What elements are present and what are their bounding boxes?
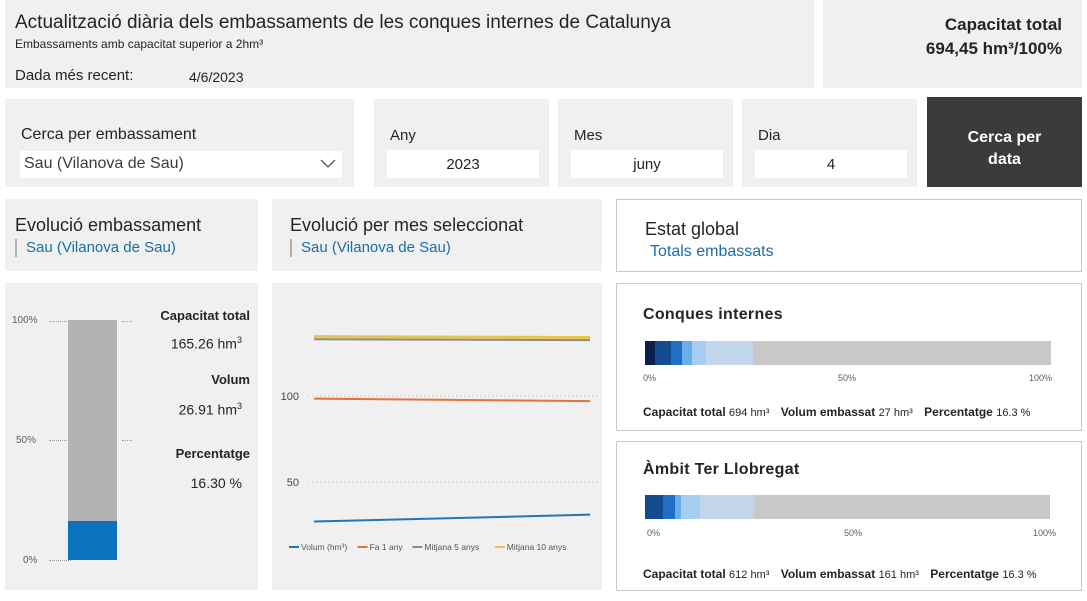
gauge-volume-value: 26.91 hm3 bbox=[178, 401, 242, 418]
page-title: Actualització diària dels embassaments d… bbox=[15, 12, 671, 33]
series-line-1[interactable] bbox=[313, 397, 591, 403]
monthly-evolution-subtitle: Sau (Vilanova de Sau) bbox=[290, 239, 451, 257]
monthly-evolution-title: Evolució per mes seleccionat bbox=[290, 215, 524, 235]
gauge-percentage-label: Percentatge bbox=[175, 446, 250, 461]
y-tick-label: 50 bbox=[287, 477, 299, 489]
gauge-gridline bbox=[122, 440, 132, 441]
reservoir-search-label: Cerca per embassament bbox=[21, 126, 197, 143]
stacked-bar bbox=[645, 495, 1050, 519]
axis-label-0: 0% bbox=[647, 528, 661, 538]
gauge-gridline bbox=[49, 440, 71, 441]
year-filter-panel: Any 2023 bbox=[374, 99, 549, 187]
legend-label[interactable]: Mitjana 5 anys bbox=[424, 542, 479, 552]
bar-segment[interactable] bbox=[645, 495, 664, 519]
bar-segment[interactable] bbox=[681, 341, 692, 365]
total-capacity-card: Capacitat total 694,45 hm³/100% bbox=[823, 0, 1082, 88]
bar-segment[interactable] bbox=[671, 341, 682, 365]
gauge-gridline bbox=[49, 560, 71, 561]
reservoir-dropdown-value: Sau (Vilanova de Sau) bbox=[24, 155, 184, 172]
bar-segment[interactable] bbox=[699, 495, 755, 519]
day-label: Dia bbox=[758, 127, 781, 144]
total-capacity-label: Capacitat total bbox=[944, 15, 1062, 34]
gauge-tick-0: 0% bbox=[23, 555, 38, 566]
year-input[interactable]: 2023 bbox=[387, 150, 539, 178]
gauge-gridline bbox=[122, 321, 132, 322]
series-line-3[interactable] bbox=[313, 335, 591, 340]
bar-segment[interactable] bbox=[681, 495, 700, 519]
gauge-tick-100: 100% bbox=[12, 315, 38, 326]
latest-date-label: Dada més recent: bbox=[15, 67, 134, 84]
gauge-percentage-value: 16.30 % bbox=[190, 475, 242, 491]
card-stats: Capacitat total 612 hm³ Volum embassat 1… bbox=[643, 567, 1037, 581]
bar-segment[interactable] bbox=[655, 341, 672, 365]
month-filter-panel: Mes juny bbox=[558, 99, 733, 187]
reservoir-evolution-title: Evolució embassament bbox=[15, 215, 202, 235]
bar-segment[interactable] bbox=[645, 341, 656, 365]
global-status-header: Estat global Totals embassats bbox=[616, 199, 1082, 272]
page-subtitle: Embassaments amb capacitat superior a 2h… bbox=[15, 37, 264, 51]
reservoir-evolution-subtitle: Sau (Vilanova de Sau) bbox=[15, 239, 176, 257]
year-label: Any bbox=[390, 127, 416, 144]
gauge-tick-50: 50% bbox=[16, 435, 37, 446]
axis-label-50: 50% bbox=[844, 528, 863, 538]
gauge-capacity-label: Capacitat total bbox=[160, 308, 250, 323]
monthly-evolution-header: Evolució per mes seleccionat Sau (Vilano… bbox=[272, 199, 602, 271]
ambit-ter-llobregat-card: Àmbit Ter Llobregat 0% 50% 100% Capacita… bbox=[616, 441, 1082, 591]
series-line-0[interactable] bbox=[313, 513, 591, 523]
day-filter-panel: Dia 4 bbox=[742, 99, 917, 187]
global-status-subtitle: Totals embassats bbox=[650, 243, 774, 260]
search-button-line1: Cerca per bbox=[967, 129, 1042, 146]
stacked-bar bbox=[645, 341, 1051, 365]
card-stats: Capacitat total 694 hm³ Volum embassat 2… bbox=[643, 405, 1031, 419]
reservoir-search-panel: Cerca per embassament Sau (Vilanova de S… bbox=[5, 99, 354, 187]
global-status-title: Estat global bbox=[645, 219, 740, 239]
gauge-capacity-bar bbox=[68, 320, 117, 560]
chevron-down-icon bbox=[320, 159, 336, 168]
axis-label-50: 50% bbox=[838, 373, 857, 383]
search-by-date-button[interactable]: Cerca per data bbox=[927, 97, 1082, 187]
bar-segment[interactable] bbox=[663, 495, 676, 519]
legend-label[interactable]: Mitjana 10 anys bbox=[507, 542, 567, 552]
axis-label-100: 100% bbox=[1033, 528, 1057, 538]
reservoir-gauge-panel: 100% 50% 0% Capacitat total 165.26 hm3 V… bbox=[5, 283, 258, 590]
y-tick-label: 100 bbox=[281, 391, 299, 403]
axis-label-0: 0% bbox=[643, 373, 657, 383]
gauge-gridline bbox=[49, 321, 71, 322]
latest-date-value: 4/6/2023 bbox=[189, 69, 244, 85]
gauge-volume-label: Volum bbox=[211, 372, 250, 387]
gauge-volume-fill bbox=[68, 520, 117, 560]
conques-internes-card: Conques internes 0% 50% 100% Capacitat t… bbox=[616, 283, 1082, 431]
axis-label-100: 100% bbox=[1029, 373, 1053, 383]
header-panel: Actualització diària dels embassaments d… bbox=[5, 0, 814, 88]
total-capacity-value: 694,45 hm³/100% bbox=[925, 39, 1062, 58]
card-title: Àmbit Ter Llobregat bbox=[643, 461, 800, 478]
card-title: Conques internes bbox=[643, 306, 783, 323]
bar-segment[interactable] bbox=[675, 495, 682, 519]
series-line-2[interactable] bbox=[313, 338, 591, 342]
day-input[interactable]: 4 bbox=[755, 150, 907, 178]
reservoir-evolution-header: Evolució embassament Sau (Vilanova de Sa… bbox=[5, 199, 258, 271]
bar-segment[interactable] bbox=[705, 341, 753, 365]
search-button-line2: data bbox=[988, 151, 1021, 168]
reservoir-dropdown[interactable]: Sau (Vilanova de Sau) bbox=[20, 151, 342, 178]
month-input[interactable]: juny bbox=[571, 150, 723, 178]
bar-segment[interactable] bbox=[691, 341, 706, 365]
gauge-capacity-value: 165.26 hm3 bbox=[170, 335, 242, 352]
monthly-line-chart: 100 50 Volum (hm³) Fa 1 any Mitjana 5 anys Mi… bbox=[281, 335, 598, 552]
legend-label[interactable]: Fa 1 any bbox=[370, 542, 404, 552]
legend-label[interactable]: Volum (hm³) bbox=[301, 542, 347, 552]
month-label: Mes bbox=[574, 127, 603, 144]
monthly-line-chart-panel: 100 50 Volum (hm³) Fa 1 any Mitjana 5 anys Mi… bbox=[272, 283, 602, 590]
